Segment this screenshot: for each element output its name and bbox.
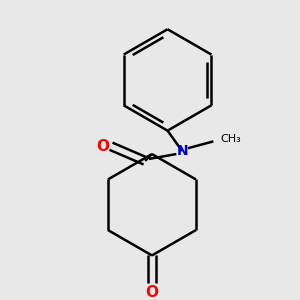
Text: CH₃: CH₃ (220, 134, 241, 144)
Text: N: N (176, 144, 188, 158)
Text: O: O (146, 285, 158, 300)
Text: O: O (97, 139, 110, 154)
